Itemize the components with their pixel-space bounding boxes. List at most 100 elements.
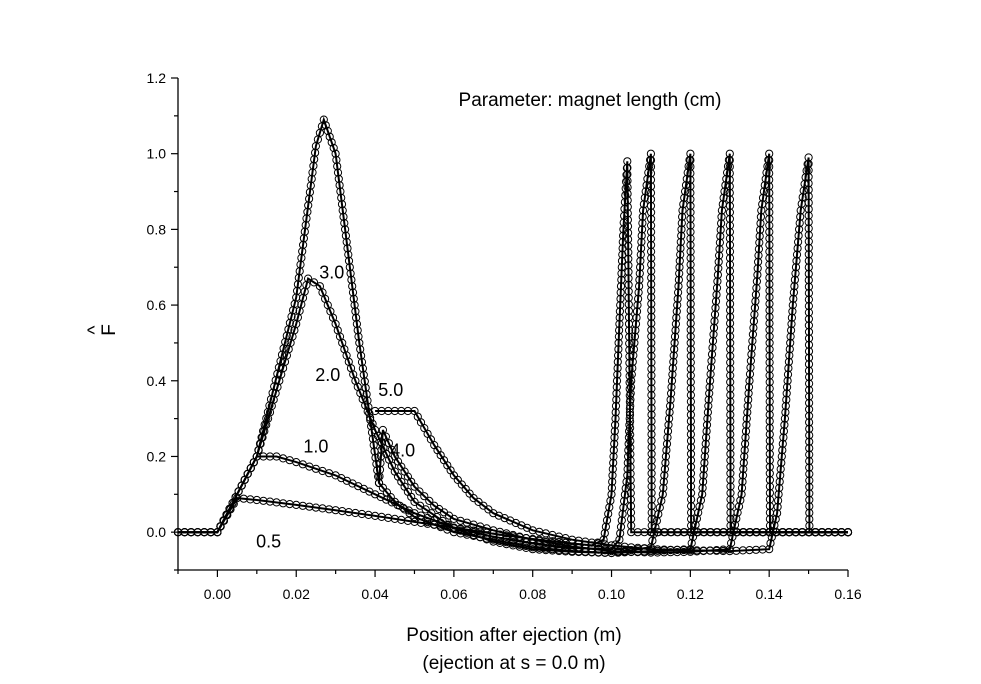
data-point-marker <box>804 263 813 272</box>
data-point-marker <box>626 383 636 392</box>
data-point-marker <box>623 215 633 224</box>
data-point-marker <box>360 377 369 386</box>
data-point-marker <box>726 462 735 471</box>
data-point-marker <box>662 446 671 455</box>
data-point-marker <box>265 401 274 410</box>
data-point-marker <box>647 325 656 334</box>
data-point-marker <box>765 195 774 204</box>
data-point-marker <box>776 465 785 474</box>
data-point-marker <box>726 488 735 498</box>
data-point-marker <box>786 332 795 341</box>
data-point-marker <box>604 509 613 518</box>
data-point-marker <box>653 545 662 554</box>
data-point-marker <box>646 162 656 171</box>
data-point-marker <box>331 506 340 515</box>
data-point-marker <box>635 275 644 284</box>
data-point-marker <box>746 528 755 537</box>
data-point-marker <box>805 373 814 382</box>
data-point-marker <box>661 458 670 467</box>
data-point-marker <box>686 371 695 380</box>
data-point-marker <box>338 206 347 215</box>
data-point-marker <box>701 446 710 455</box>
data-point-marker <box>805 515 814 524</box>
data-point-marker <box>676 244 685 253</box>
data-point-marker <box>647 351 656 361</box>
data-point-marker <box>774 496 783 505</box>
data-point-marker <box>624 300 633 309</box>
data-point-marker <box>748 336 757 346</box>
data-point-marker <box>725 260 735 269</box>
data-point-marker <box>804 295 814 304</box>
data-point-marker <box>616 294 625 303</box>
data-point-marker <box>665 408 674 417</box>
data-point-marker <box>630 338 639 347</box>
data-point-marker <box>729 526 738 536</box>
data-point-marker <box>678 206 687 215</box>
data-point-marker <box>765 462 774 471</box>
data-point-marker <box>804 166 813 175</box>
data-point-marker <box>647 214 656 223</box>
data-point-marker <box>425 496 434 505</box>
data-point-marker <box>794 231 803 240</box>
data-point-marker <box>660 471 669 480</box>
data-point-marker <box>754 257 763 266</box>
data-point-marker <box>369 441 378 450</box>
data-point-marker <box>628 364 637 373</box>
data-point-marker <box>614 338 623 347</box>
data-point-marker <box>624 274 633 283</box>
data-point-marker <box>692 514 702 523</box>
data-point-marker <box>677 231 686 240</box>
data-point-marker <box>323 126 332 136</box>
data-point-marker <box>301 221 310 230</box>
data-point-marker <box>631 326 640 335</box>
x-axis-title: Position after ejection (m) <box>406 625 621 646</box>
data-point-marker <box>789 294 798 303</box>
data-point-marker <box>362 390 371 399</box>
data-point-marker <box>613 357 622 366</box>
data-point-marker <box>574 543 583 552</box>
data-point-marker <box>704 395 713 404</box>
data-point-marker <box>279 344 288 353</box>
data-point-marker <box>340 219 349 228</box>
series-line <box>178 116 848 555</box>
data-point-marker <box>630 332 640 341</box>
data-point-marker <box>726 430 735 439</box>
data-point-marker <box>765 299 774 308</box>
data-point-marker <box>554 540 564 549</box>
x-tick-label: 0.12 <box>677 586 704 602</box>
data-point-marker <box>292 293 301 302</box>
data-point-marker <box>625 326 634 335</box>
data-point-marker <box>660 465 670 474</box>
data-point-marker <box>695 502 704 511</box>
data-point-marker <box>765 247 774 256</box>
data-point-marker <box>725 175 734 184</box>
data-point-marker <box>290 299 299 308</box>
data-point-marker <box>765 417 774 426</box>
data-point-marker <box>804 302 814 311</box>
data-point-marker <box>647 443 656 452</box>
data-point-marker <box>805 457 814 466</box>
data-point-marker <box>736 496 745 505</box>
data-point-marker <box>517 521 526 530</box>
data-point-marker <box>686 397 696 406</box>
series-label: 3.0 <box>319 263 344 283</box>
data-point-marker <box>770 521 779 530</box>
data-point-marker <box>646 188 656 197</box>
data-point-marker <box>743 401 752 411</box>
data-point-marker <box>710 310 720 319</box>
data-point-marker <box>752 277 762 286</box>
data-point-marker <box>351 307 360 316</box>
data-point-marker <box>671 319 681 329</box>
data-point-marker <box>739 465 748 474</box>
data-point-marker <box>765 488 775 498</box>
data-point-marker <box>686 430 696 439</box>
data-point-marker <box>686 240 695 250</box>
data-point-marker <box>647 286 656 295</box>
data-point-marker <box>804 256 813 265</box>
data-point-marker <box>663 427 673 436</box>
data-point-marker <box>706 370 715 379</box>
data-point-marker <box>765 325 774 334</box>
data-point-marker <box>765 254 774 263</box>
data-point-marker <box>660 528 669 537</box>
data-point-marker <box>206 528 215 537</box>
